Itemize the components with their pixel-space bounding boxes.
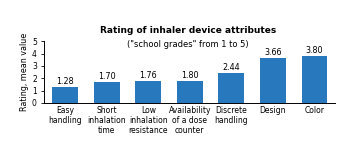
Text: 1.28: 1.28: [56, 77, 74, 86]
Text: 3.80: 3.80: [306, 46, 323, 55]
Text: ("school grades" from 1 to 5): ("school grades" from 1 to 5): [127, 40, 249, 49]
Text: 1.70: 1.70: [98, 72, 116, 81]
Text: 3.66: 3.66: [264, 48, 281, 57]
Bar: [219, 73, 244, 103]
Text: 2.44: 2.44: [223, 63, 240, 72]
Y-axis label: Rating, mean value: Rating, mean value: [20, 33, 29, 111]
Text: 1.76: 1.76: [140, 71, 157, 80]
Bar: [177, 81, 203, 103]
Bar: [302, 56, 327, 103]
Bar: [94, 82, 120, 103]
Text: Rating of inhaler device attributes: Rating of inhaler device attributes: [100, 26, 276, 35]
Text: 1.80: 1.80: [181, 71, 199, 80]
Bar: [135, 81, 161, 103]
Bar: [260, 58, 286, 103]
Bar: [52, 87, 78, 103]
